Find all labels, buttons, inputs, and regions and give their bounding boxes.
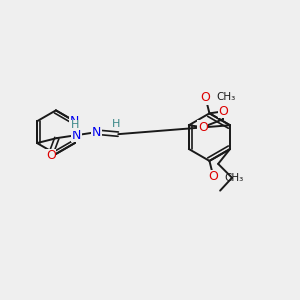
Text: CH₃: CH₃ [216,92,236,101]
Text: H: H [112,119,121,129]
Text: O: O [218,105,228,118]
Text: O: O [46,149,56,162]
Text: N: N [72,129,81,142]
Text: H: H [70,120,79,130]
Text: N: N [70,115,80,128]
Text: N: N [92,126,101,139]
Text: O: O [200,91,210,104]
Text: CH₃: CH₃ [224,173,244,183]
Text: O: O [198,121,208,134]
Text: O: O [208,170,218,183]
